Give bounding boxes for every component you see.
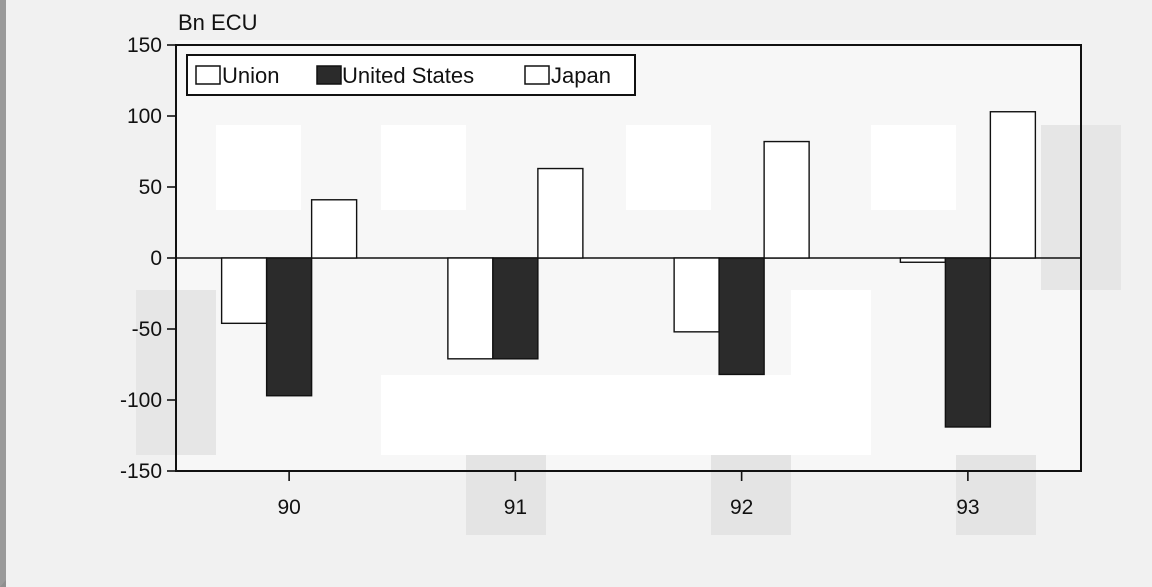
x-tick-label: 93 bbox=[956, 496, 979, 519]
y-axis-unit-label: Bn ECU bbox=[178, 10, 257, 35]
legend-label-japan: Japan bbox=[551, 63, 611, 88]
bar-united-states-93 bbox=[944, 257, 992, 428]
bar-union-93 bbox=[899, 257, 947, 263]
bar-japan-91 bbox=[537, 167, 584, 259]
bar-united-states-90 bbox=[265, 257, 313, 397]
x-tick-label: 91 bbox=[504, 496, 527, 519]
y-tick-label: 150 bbox=[127, 34, 162, 57]
bar-united-states-92 bbox=[718, 257, 765, 376]
x-tick-label: 92 bbox=[730, 496, 753, 519]
bar-japan-92 bbox=[763, 140, 810, 259]
legend-swatch-union bbox=[195, 65, 221, 85]
y-tick-label: -150 bbox=[120, 460, 162, 483]
y-axis: 150 100 50 0 -50 -100 -150 bbox=[120, 34, 176, 483]
legend-swatch-japan bbox=[524, 65, 550, 85]
x-axis: 90 91 92 93 bbox=[277, 471, 980, 519]
legend: Union United States Japan bbox=[186, 54, 636, 96]
legend-swatch-united-states bbox=[316, 65, 342, 85]
y-tick-label: 50 bbox=[139, 176, 162, 199]
y-tick-label: -50 bbox=[132, 318, 162, 341]
bar-union-92 bbox=[673, 257, 720, 333]
y-tick-label: 100 bbox=[127, 105, 162, 128]
bar-japan-90 bbox=[310, 199, 358, 259]
x-tick-label: 90 bbox=[277, 496, 300, 519]
bar-chart: Bn ECU 150 100 50 0 -50 -100 -150 90 91 92 93 Uni… bbox=[6, 0, 1152, 587]
y-tick-label: 0 bbox=[150, 247, 162, 270]
y-tick-label: -100 bbox=[120, 389, 162, 412]
bar-japan-93 bbox=[989, 111, 1037, 259]
bar-union-90 bbox=[220, 257, 268, 325]
legend-label-united-states: United States bbox=[342, 63, 474, 88]
bar-united-states-91 bbox=[492, 257, 539, 360]
bar-union-91 bbox=[447, 257, 494, 360]
bars bbox=[220, 111, 1037, 428]
legend-label-union: Union bbox=[222, 63, 279, 88]
